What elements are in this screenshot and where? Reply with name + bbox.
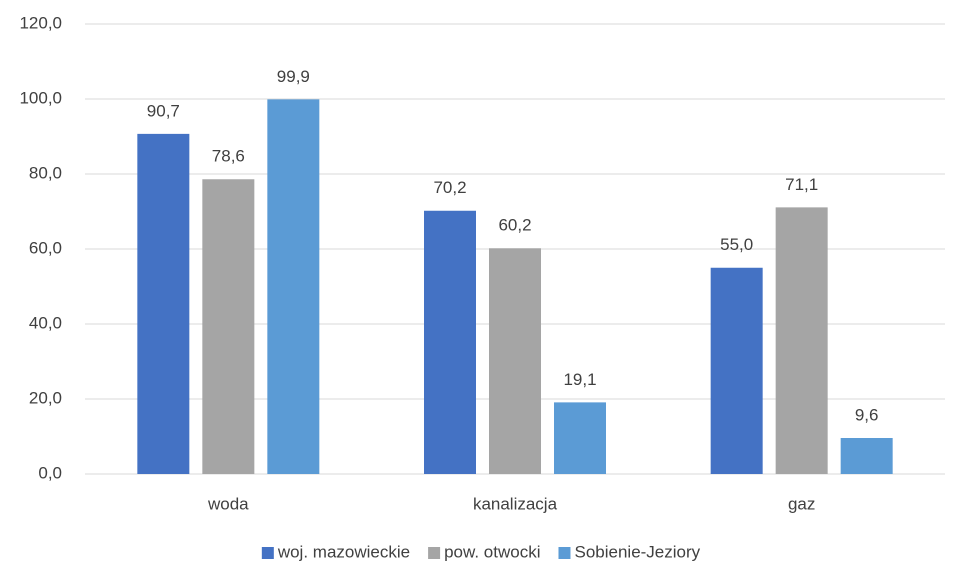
data-label: 90,7 [147,101,180,120]
bar [137,133,190,474]
bar [554,402,606,474]
legend-swatch [428,547,441,559]
y-tick-label: 60,0 [29,238,62,257]
legend-label: pow. otwocki [444,542,540,561]
data-label: 99,9 [277,67,310,86]
bar [202,179,255,474]
bar [840,438,893,474]
y-tick-label: 0,0 [38,463,62,482]
legend-swatch [261,547,274,559]
data-label: 60,2 [498,216,531,235]
data-label: 70,2 [433,178,466,197]
data-label: 71,1 [785,175,818,194]
bar [775,207,828,474]
y-tick-label: 80,0 [29,163,62,182]
legend-label: woj. mazowieckie [277,542,410,561]
legend-label: Sobienie-Jeziory [574,542,700,561]
y-tick-label: 20,0 [29,388,62,407]
x-tick-label: woda [207,494,249,513]
bar [489,248,541,474]
bar [424,210,476,474]
data-label: 55,0 [720,235,753,254]
x-tick-label: gaz [788,494,815,513]
bar [267,99,320,474]
bar [710,267,763,474]
legend-swatch [558,547,571,559]
y-tick-label: 100,0 [19,88,62,107]
data-label: 9,6 [855,405,879,424]
data-label: 78,6 [212,147,245,166]
y-tick-label: 40,0 [29,313,62,332]
x-tick-label: kanalizacja [473,494,558,513]
y-tick-label: 120,0 [19,13,62,32]
data-label: 19,1 [563,370,596,389]
